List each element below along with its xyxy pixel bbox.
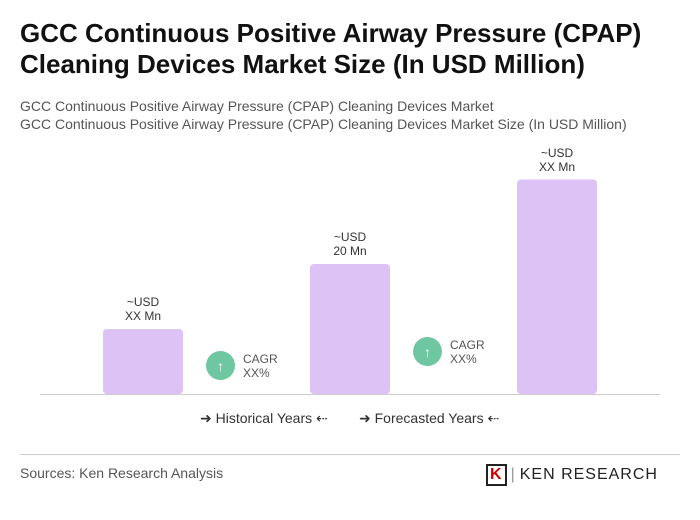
data-label-line: ~USD <box>540 145 574 160</box>
cagr-value: XX% <box>243 365 270 380</box>
bar <box>103 329 183 394</box>
data-label: ~USD XX Mn <box>93 295 193 323</box>
ken-research-logo: K | KEN RESEARCH <box>486 464 658 486</box>
data-label: ~USD XX Mn <box>507 146 607 174</box>
logo-text: KEN RESEARCH <box>519 466 658 483</box>
legend-forecasted: ➜ Forecasted Years ⇠ <box>359 410 500 426</box>
data-label-line: XX Mn <box>538 159 575 174</box>
bar <box>310 264 390 394</box>
cagr-badge: ↑ CAGR XX% <box>206 351 278 380</box>
data-label-line: ~USD <box>333 230 367 244</box>
bar <box>517 179 597 394</box>
chart-title: GCC Continuous Positive Airway Pressure … <box>20 18 642 79</box>
legend-label: Historical Years <box>215 410 313 426</box>
subtitle: GCC Continuous Positive Airway Pressure … <box>20 98 494 114</box>
cagr-label: CAGR <box>450 337 485 352</box>
divider <box>20 454 680 455</box>
legend-label: Forecasted Years <box>374 410 484 426</box>
sources: Sources: Ken Research Analysis <box>20 465 224 481</box>
data-label-line: 20 Mn <box>333 244 367 258</box>
subtitle-2: GCC Continuous Positive Airway Pressure … <box>20 116 627 132</box>
data-label-line: XX Mn <box>124 309 161 323</box>
data-label: ~USD 20 Mn <box>300 230 400 258</box>
arrow-up-icon: ↑ <box>206 351 235 380</box>
cagr-value: XX% <box>450 351 477 366</box>
legend-historical: ➜ Historical Years ⇠ <box>200 410 328 426</box>
cagr-label: CAGR <box>243 351 278 366</box>
arrow-up-icon: ↑ <box>413 337 442 366</box>
data-label-line: ~USD <box>126 295 160 309</box>
cagr-badge: ↑ CAGR XX% <box>413 337 485 366</box>
